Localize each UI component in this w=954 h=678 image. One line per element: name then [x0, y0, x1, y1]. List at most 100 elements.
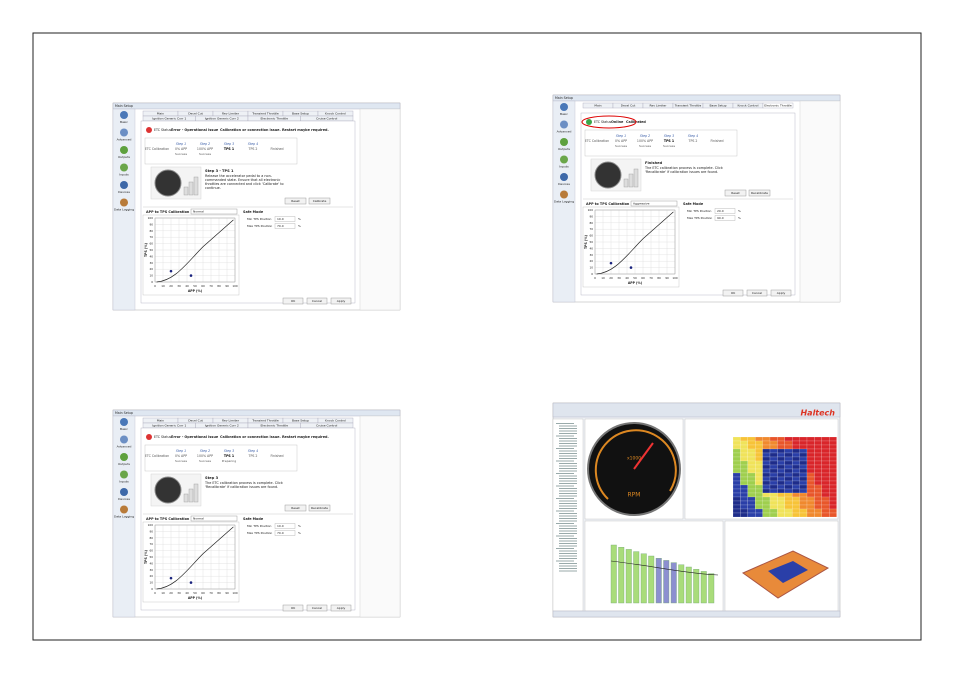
sidebar-icon[interactable]	[120, 505, 128, 514]
sidebar-icon[interactable]	[560, 103, 568, 111]
tab-label[interactable]: Transient Throttle	[251, 112, 279, 116]
sidebar-icon[interactable]	[560, 138, 568, 146]
sidebar-icon[interactable]	[120, 128, 128, 137]
button-label[interactable]: Apply	[777, 291, 786, 295]
safe-mode-value[interactable]: 10.0	[277, 524, 284, 528]
button-label[interactable]: Cancel	[752, 291, 762, 295]
sidebar-label[interactable]: Devices	[118, 190, 130, 194]
dropdown-value[interactable]: Aggressive	[633, 202, 650, 206]
sidebar-icon[interactable]	[120, 435, 128, 444]
tab-label[interactable]: Rev Limiter	[222, 112, 240, 116]
input[interactable]	[274, 216, 296, 222]
sidebar-label[interactable]: Inputs	[559, 165, 569, 169]
button-label[interactable]: Cancel	[312, 606, 322, 610]
sidebar-icon[interactable]	[560, 173, 568, 181]
dropdown[interactable]	[190, 515, 238, 522]
button[interactable]	[306, 604, 328, 612]
dropdown-value[interactable]: Normal	[193, 210, 204, 214]
button[interactable]	[748, 189, 771, 197]
button[interactable]	[330, 604, 352, 612]
tab-label[interactable]: Ignition Generic Corr 2	[205, 117, 239, 121]
button-label[interactable]: Reset	[291, 506, 300, 510]
dropdown[interactable]	[630, 200, 678, 207]
button[interactable]	[308, 197, 331, 205]
sidebar-icon[interactable]	[120, 470, 128, 479]
sidebar-label[interactable]: Basic	[560, 112, 568, 116]
button[interactable]	[724, 189, 747, 197]
tab-label[interactable]: Base Setup	[292, 419, 309, 423]
button-label[interactable]: OK	[291, 606, 296, 610]
sidebar-label[interactable]: Data Logging	[114, 208, 134, 212]
sidebar-icon[interactable]	[120, 488, 128, 496]
sidebar-label[interactable]: Devices	[118, 497, 130, 501]
sidebar-icon[interactable]	[560, 190, 568, 199]
tab-label[interactable]: Ignition Generic Corr 2	[205, 424, 239, 428]
sidebar-label[interactable]: Advanced	[557, 130, 572, 134]
sidebar-label[interactable]: Outputs	[118, 462, 130, 466]
button[interactable]	[308, 504, 331, 512]
tab-label[interactable]: Electronic Throttle	[260, 117, 288, 121]
input[interactable]	[274, 523, 296, 529]
sidebar-label[interactable]: Data Logging	[554, 200, 574, 204]
sidebar-icon[interactable]	[120, 418, 128, 426]
sidebar-icon[interactable]	[120, 453, 128, 461]
tab-label[interactable]: Base Setup	[710, 104, 727, 108]
sidebar-label[interactable]: Basic	[120, 120, 128, 124]
button-label[interactable]: Cancel	[312, 299, 322, 303]
tab-label[interactable]: Main	[594, 104, 601, 108]
sidebar-label[interactable]: Outputs	[558, 147, 570, 151]
sidebar-label[interactable]: Advanced	[117, 138, 132, 142]
sidebar-label[interactable]: Outputs	[118, 155, 130, 159]
sidebar-icon[interactable]	[560, 155, 568, 164]
tab-label[interactable]: Main	[157, 419, 164, 423]
button-label[interactable]: Recalibrate	[311, 506, 328, 510]
sidebar-icon[interactable]	[120, 163, 128, 172]
button-label[interactable]: Reset	[731, 191, 740, 195]
sidebar-icon[interactable]	[120, 198, 128, 207]
sidebar-label[interactable]: Inputs	[119, 173, 129, 177]
tab-label[interactable]: Ignition Generic Corr 1	[152, 424, 186, 428]
button[interactable]	[306, 297, 328, 305]
tab-label[interactable]: Decel Cut	[621, 104, 636, 108]
tab-label[interactable]: Knock Control	[325, 112, 346, 116]
input[interactable]	[274, 223, 296, 229]
button-label[interactable]: Reset	[291, 199, 300, 203]
sidebar-label[interactable]: Inputs	[119, 480, 129, 484]
tab-label[interactable]: Transient Throttle	[251, 419, 279, 423]
sidebar-icon[interactable]	[120, 181, 128, 189]
button[interactable]	[284, 197, 307, 205]
safe-mode-value[interactable]: 70.0	[277, 531, 284, 535]
tab-label[interactable]: Base Setup	[292, 112, 309, 116]
button-label[interactable]: Recalibrate	[751, 191, 768, 195]
dropdown[interactable]	[190, 208, 238, 215]
tab-label[interactable]: Rev Limiter	[222, 419, 240, 423]
tab-label[interactable]: Cruise Control	[316, 424, 337, 428]
tab-label[interactable]: Knock Control	[325, 419, 346, 423]
tab-label[interactable]: Decel Cut	[188, 112, 203, 116]
sidebar-label[interactable]: Data Logging	[114, 515, 134, 519]
button-label[interactable]: Apply	[337, 606, 346, 610]
tab-label[interactable]: Main	[157, 112, 164, 116]
sidebar-label[interactable]: Advanced	[117, 445, 132, 449]
button[interactable]	[722, 289, 744, 297]
button[interactable]	[746, 289, 768, 297]
button-label[interactable]: OK	[731, 291, 736, 295]
input[interactable]	[714, 208, 736, 214]
button-label[interactable]: Apply	[337, 299, 346, 303]
input[interactable]	[274, 530, 296, 536]
button-label[interactable]: OK	[291, 299, 296, 303]
tab-label[interactable]: Rev Limiter	[649, 104, 667, 108]
button-label[interactable]: Calibrate	[313, 199, 327, 203]
button[interactable]	[284, 504, 307, 512]
safe-mode-value[interactable]: 10.0	[277, 217, 284, 221]
button[interactable]	[770, 289, 792, 297]
tab[interactable]	[762, 102, 794, 109]
sidebar-icon[interactable]	[120, 146, 128, 154]
tab-label[interactable]: Electronic Throttle	[764, 104, 792, 108]
tab-label[interactable]: Cruise Control	[316, 117, 337, 121]
input[interactable]	[714, 215, 736, 221]
sidebar-icon[interactable]	[120, 111, 128, 119]
button[interactable]	[330, 297, 352, 305]
button[interactable]	[282, 297, 304, 305]
sidebar-label[interactable]: Devices	[558, 182, 570, 186]
